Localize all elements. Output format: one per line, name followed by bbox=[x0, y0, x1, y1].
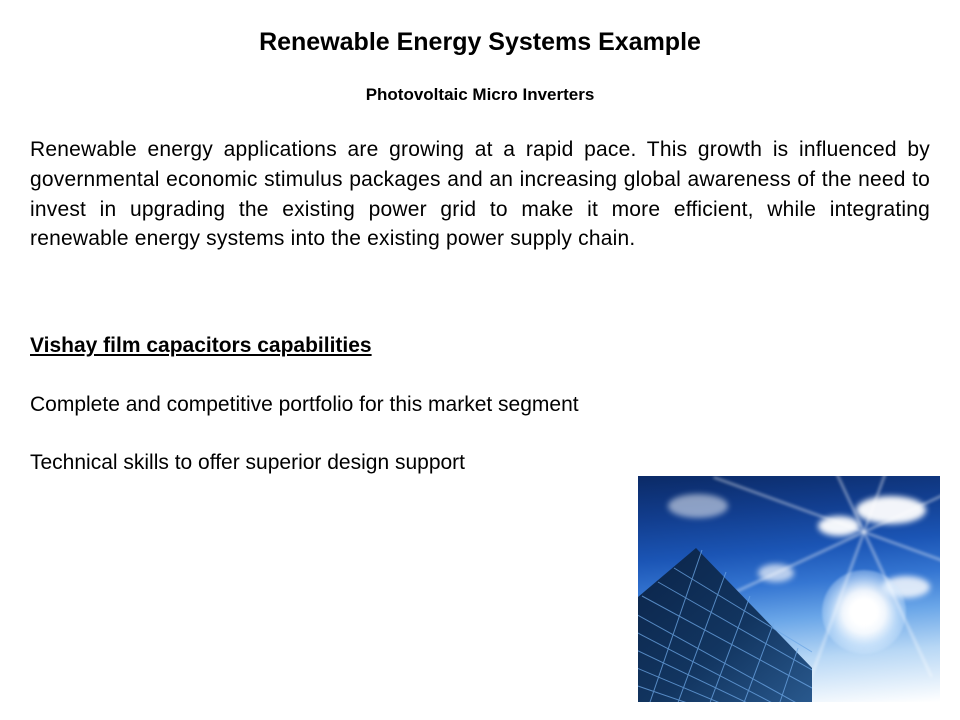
solar-panel-icon bbox=[638, 548, 812, 702]
bullet-2: Technical skills to offer superior desig… bbox=[30, 448, 930, 477]
intro-paragraph: Renewable energy applications are growin… bbox=[30, 135, 930, 254]
sky-background bbox=[638, 476, 940, 702]
page-subtitle: Photovoltaic Micro Inverters bbox=[24, 85, 936, 105]
bullet-1: Complete and competitive portfolio for t… bbox=[30, 390, 930, 419]
slide: Renewable Energy Systems Example Photovo… bbox=[0, 0, 960, 720]
sun-icon bbox=[822, 570, 906, 654]
page-title: Renewable Energy Systems Example bbox=[24, 28, 936, 57]
solar-panel-image bbox=[638, 476, 940, 702]
section-heading: Vishay film capacitors capabilities bbox=[30, 334, 930, 358]
